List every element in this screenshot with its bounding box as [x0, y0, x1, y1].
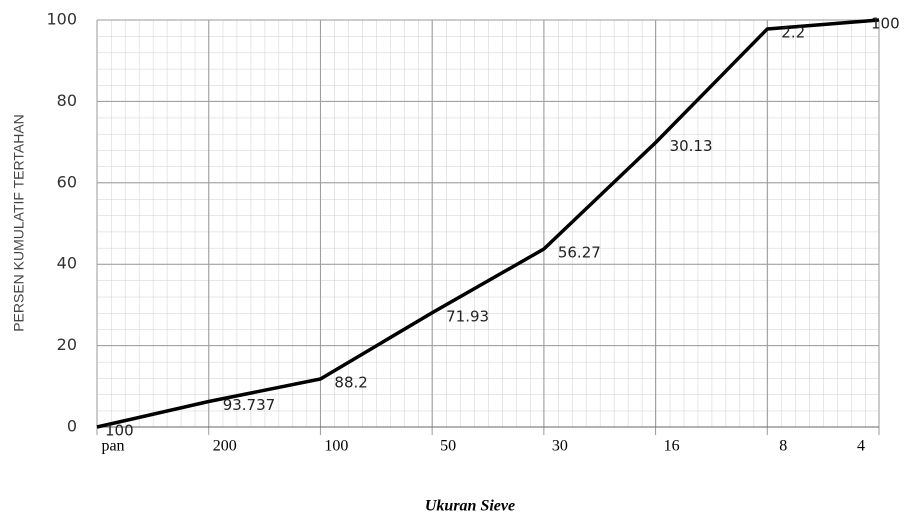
- point-annotation: 100: [871, 15, 900, 33]
- y-tick-label: 100: [46, 10, 77, 29]
- x-tick-label: 200: [213, 438, 237, 455]
- point-annotation: 93.737: [223, 396, 276, 414]
- minor-grid: [97, 20, 879, 427]
- x-tick-label: 100: [324, 438, 348, 455]
- point-annotation: 2.2: [781, 23, 805, 41]
- x-tick-label: pan: [101, 438, 124, 455]
- y-tick-label: 80: [57, 91, 77, 110]
- x-tick-label: 4: [857, 438, 865, 455]
- x-tick-label: 16: [664, 438, 680, 455]
- point-annotation: 88.2: [334, 373, 367, 391]
- x-tick-label: 30: [552, 438, 568, 455]
- point-annotation: 100: [105, 422, 134, 440]
- x-tick-label: 50: [440, 438, 456, 455]
- chart: Ukuran Sieve PERSEN KUMULATIF TERTAHAN 0…: [0, 0, 904, 521]
- y-tick-label: 0: [67, 417, 77, 436]
- y-axis-label: PERSEN KUMULATIF TERTAHAN: [11, 114, 27, 332]
- x-tick-label: 8: [779, 438, 787, 455]
- y-tick-label: 20: [57, 335, 77, 354]
- page: Ukuran Sieve PERSEN KUMULATIF TERTAHAN 0…: [0, 0, 904, 526]
- point-annotation: 56.27: [558, 244, 601, 262]
- point-annotation: 71.93: [446, 307, 489, 325]
- point-annotation: 30.13: [670, 137, 713, 155]
- y-tick-label: 40: [57, 254, 77, 273]
- y-tick-label: 60: [57, 172, 77, 191]
- x-axis-label: Ukuran Sieve: [425, 498, 515, 515]
